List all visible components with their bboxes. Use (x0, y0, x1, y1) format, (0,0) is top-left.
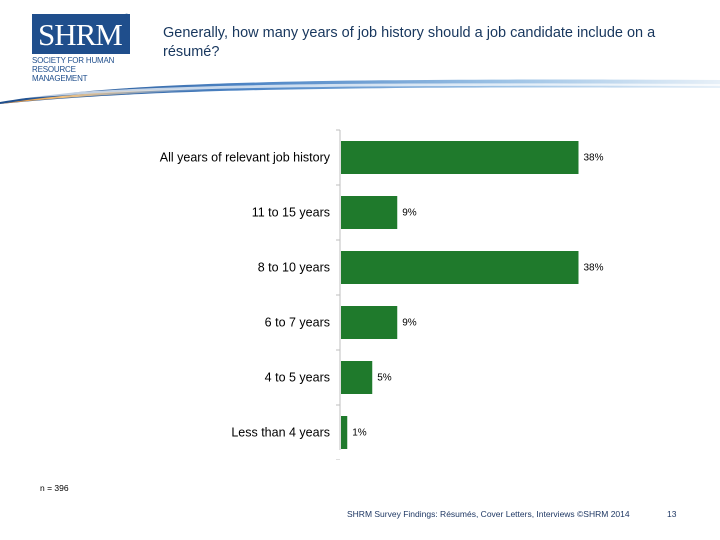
category-label: 4 to 5 years (265, 371, 330, 385)
bar (341, 141, 579, 174)
page-number: 13 (667, 509, 677, 519)
bar-chart: All years of relevant job history 11 to 1… (160, 129, 604, 460)
data-label: 5% (377, 373, 392, 384)
bar (341, 251, 579, 284)
category-label: All years of relevant job history (160, 151, 331, 165)
bar (341, 196, 398, 229)
logo-registered-mark: ® (124, 14, 130, 21)
header-banner (0, 79, 720, 104)
logo-subtitle: Society for Human Resource Management (32, 56, 115, 83)
category-label: 6 to 7 years (265, 316, 330, 330)
logo-wordmark: SHRM (38, 17, 123, 52)
footer-source: SHRM Survey Findings: Résumés, Cover Let… (347, 509, 630, 519)
category-label: Less than 4 years (231, 426, 330, 440)
bar (341, 306, 398, 339)
bar (341, 416, 348, 449)
shrm-logo: SHRM Society for Human Resource Manageme… (32, 14, 132, 83)
category-label: 8 to 10 years (258, 261, 330, 275)
data-label: 9% (402, 208, 417, 219)
bar (341, 361, 373, 394)
category-label: 11 to 15 years (252, 206, 330, 220)
data-label: 38% (584, 263, 604, 274)
data-label: 38% (584, 153, 604, 164)
logo-box: SHRM (32, 14, 130, 54)
sample-size-note: n = 396 (40, 483, 69, 493)
data-label: 9% (402, 318, 417, 329)
data-label: 1% (352, 428, 367, 439)
slide-title: Generally, how many years of job history… (163, 25, 656, 60)
